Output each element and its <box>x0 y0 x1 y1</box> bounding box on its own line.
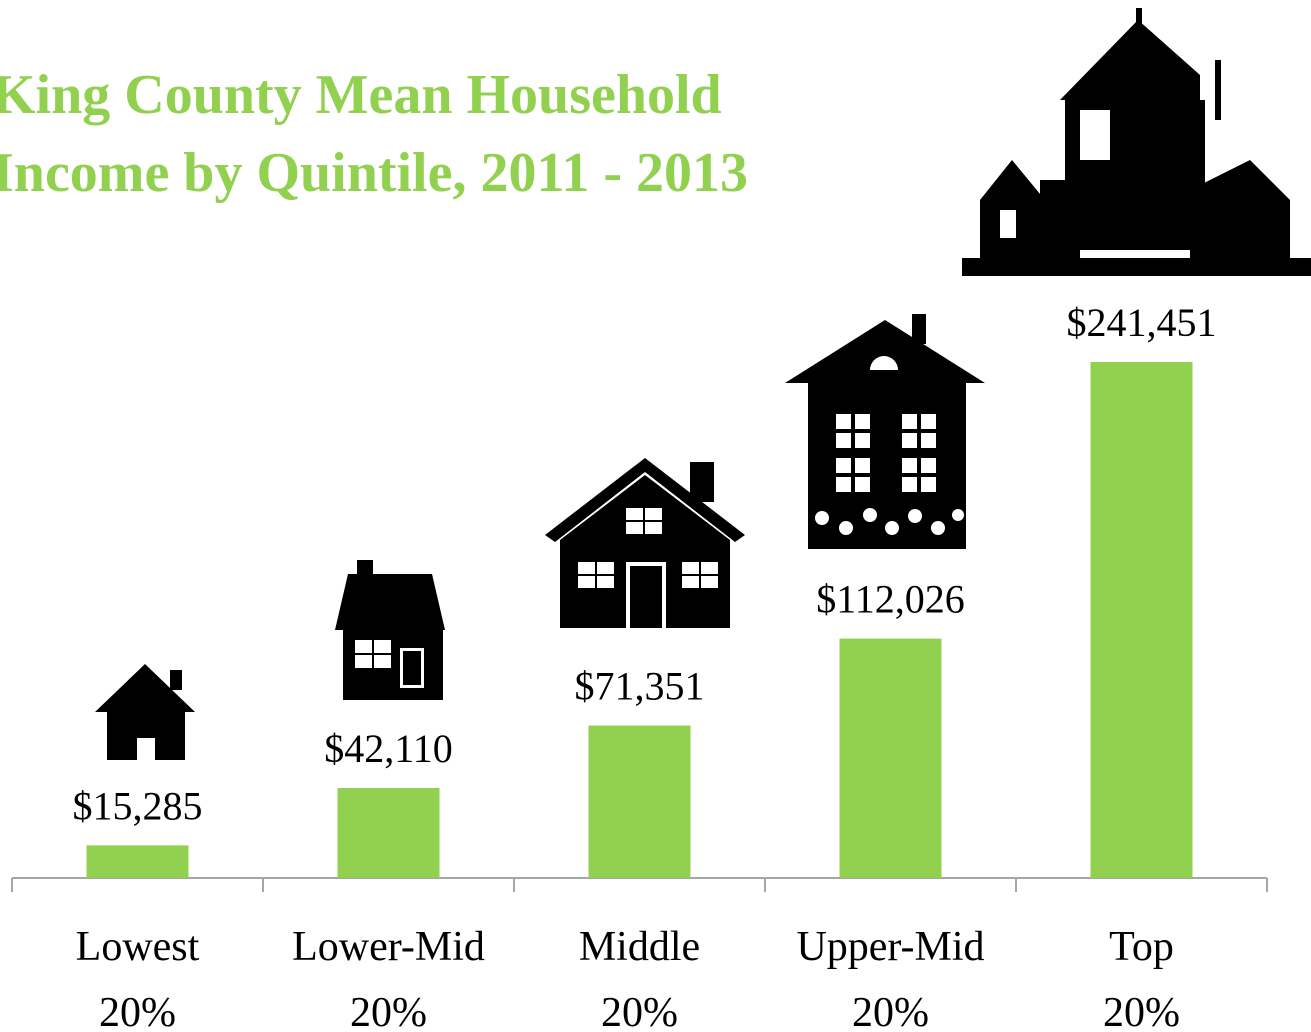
x-tick-label: Top 20% <box>1103 924 1180 1032</box>
icon-mansion <box>962 8 1311 276</box>
bar <box>588 725 691 878</box>
value-label: $71,351 <box>575 664 705 709</box>
bar <box>86 845 189 878</box>
bar <box>839 638 942 878</box>
value-label: $42,110 <box>324 726 453 771</box>
value-label: $241,451 <box>1067 300 1217 345</box>
value-label: $15,285 <box>73 783 203 828</box>
x-tick-label: Lower-Mid 20% <box>292 924 485 1032</box>
icon-house <box>545 458 745 628</box>
icon-townhouse <box>785 314 985 549</box>
bar <box>337 788 440 878</box>
house-icons <box>95 8 1311 760</box>
value-label: $112,026 <box>816 577 965 622</box>
chart-title: King County Mean Household Income by Qui… <box>0 64 749 204</box>
x-tick-label: Lowest 20% <box>75 924 200 1032</box>
bar <box>1090 362 1193 878</box>
icon-chimney <box>170 670 182 690</box>
x-tick-label: Middle 20% <box>578 924 701 1032</box>
x-tick-label: Upper-Mid 20% <box>796 924 985 1032</box>
icon-cottage <box>335 560 445 700</box>
